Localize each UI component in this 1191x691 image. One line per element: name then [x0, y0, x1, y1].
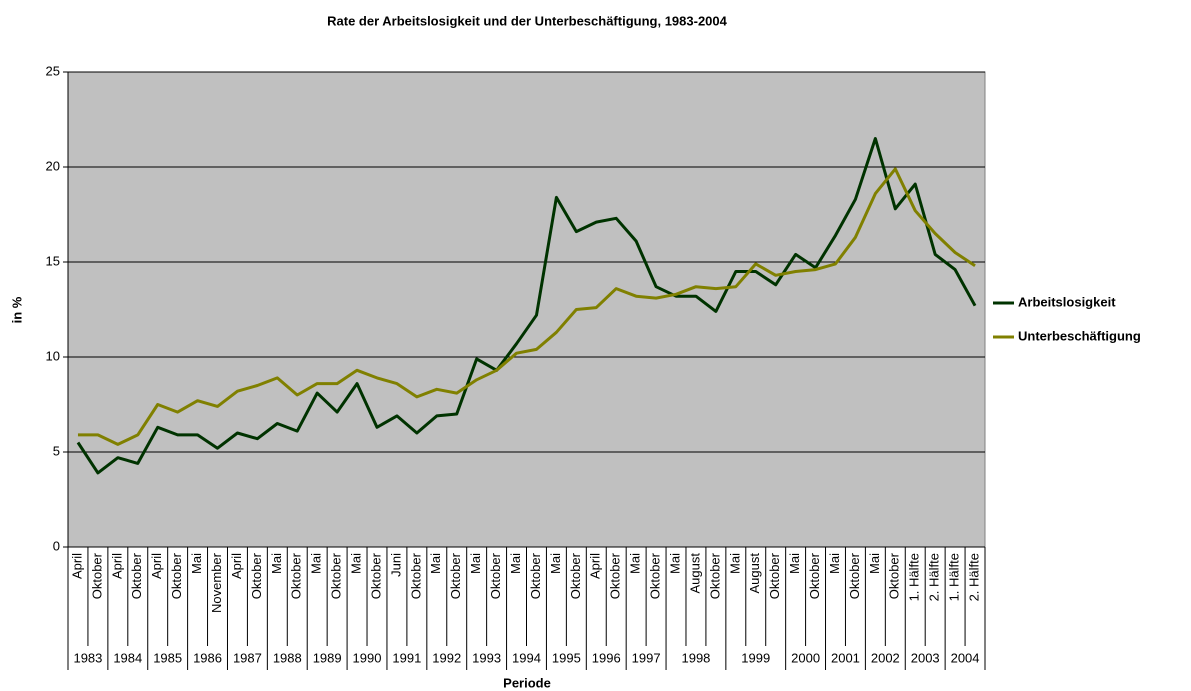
x-tick-label: August — [747, 553, 762, 594]
x-tick-label: Oktober — [887, 552, 902, 599]
x-tick-label: April — [69, 553, 84, 579]
y-tick-label: 20 — [46, 158, 60, 173]
x-tick-label: Oktober — [648, 552, 663, 599]
x-tick-label: Oktober — [528, 552, 543, 599]
x-tick-label: Mai — [628, 553, 643, 574]
y-tick-label: 0 — [53, 538, 60, 553]
x-group-label: 1987 — [233, 650, 262, 665]
x-group-label: 1993 — [472, 650, 501, 665]
x-tick-label: April — [229, 553, 244, 579]
y-tick-label: 10 — [46, 348, 60, 363]
x-group-label: 1988 — [273, 650, 302, 665]
x-tick-label: 1. Hälfte — [947, 553, 962, 601]
chart-title: Rate der Arbeitslosigkeit und der Unterb… — [327, 13, 728, 28]
x-tick-label: Oktober — [249, 552, 264, 599]
x-tick-label: November — [209, 552, 224, 613]
x-group-label: 1984 — [113, 650, 142, 665]
x-tick-label: Oktober — [767, 552, 782, 599]
x-group-label: 1989 — [313, 650, 342, 665]
x-group-label: 2003 — [911, 650, 940, 665]
x-tick-label: Mai — [309, 553, 324, 574]
x-tick-label: April — [149, 553, 164, 579]
x-tick-label: 1. Hälfte — [907, 553, 922, 601]
x-tick-label: April — [109, 553, 124, 579]
x-tick-label: Mai — [189, 553, 204, 574]
x-tick-label: Mai — [348, 553, 363, 574]
x-tick-label: Mai — [667, 553, 682, 574]
x-tick-label: Mai — [867, 553, 882, 574]
y-tick-label: 15 — [46, 253, 60, 268]
x-group-label: 2000 — [791, 650, 820, 665]
x-group-label: 1997 — [632, 650, 661, 665]
x-tick-label: Oktober — [707, 552, 722, 599]
x-group-label: 2002 — [871, 650, 900, 665]
x-tick-label: Mai — [508, 553, 523, 574]
x-tick-label: Juni — [388, 553, 403, 577]
x-tick-label: Oktober — [368, 552, 383, 599]
x-tick-label: Mai — [727, 553, 742, 574]
x-tick-label: Oktober — [289, 552, 304, 599]
x-tick-label: Oktober — [608, 552, 623, 599]
x-tick-label: Mai — [269, 553, 284, 574]
x-group-label: 1998 — [681, 650, 710, 665]
x-tick-label: Oktober — [408, 552, 423, 599]
series-line — [76, 137, 977, 475]
x-tick-label: Mai — [787, 553, 802, 574]
x-group-label: 1986 — [193, 650, 222, 665]
x-tick-label: Oktober — [488, 552, 503, 599]
x-tick-label: Oktober — [807, 552, 822, 599]
x-group-label: 1992 — [432, 650, 461, 665]
x-tick-label: Oktober — [448, 552, 463, 599]
x-tick-label: Oktober — [329, 552, 344, 599]
x-tick-label: Oktober — [847, 552, 862, 599]
y-axis-title: in % — [9, 296, 24, 323]
y-tick-label: 5 — [53, 443, 60, 458]
x-tick-label: Oktober — [89, 552, 104, 599]
legend-label: Unterbeschäftigung — [1018, 328, 1141, 343]
plot-area — [67, 71, 986, 548]
y-tick-label: 25 — [46, 63, 60, 78]
x-tick-label: Mai — [428, 553, 443, 574]
x-group-label: 1985 — [153, 650, 182, 665]
x-group-label: 1991 — [392, 650, 421, 665]
x-group-label: 2001 — [831, 650, 860, 665]
x-tick-label: 2. Hälfte — [927, 553, 942, 601]
x-tick-label: Oktober — [568, 552, 583, 599]
x-tick-label: August — [687, 553, 702, 594]
x-tick-label: Mai — [548, 553, 563, 574]
legend-label: Arbeitslosigkeit — [1018, 294, 1116, 309]
x-tick-label: Mai — [827, 553, 842, 574]
x-group-label: 1983 — [73, 650, 102, 665]
series-line — [77, 167, 976, 446]
x-group-label: 1999 — [741, 650, 770, 665]
x-group-label: 1995 — [552, 650, 581, 665]
x-tick-label: 2. Hälfte — [966, 553, 981, 601]
x-group-label: 1990 — [353, 650, 382, 665]
x-axis-title: Periode — [503, 675, 551, 690]
x-tick-label: Mai — [468, 553, 483, 574]
x-group-label: 2004 — [951, 650, 980, 665]
x-group-label: 1996 — [592, 650, 621, 665]
x-group-label: 1994 — [512, 650, 541, 665]
x-tick-label: Oktober — [129, 552, 144, 599]
x-tick-label: April — [588, 553, 603, 579]
x-tick-label: Oktober — [169, 552, 184, 599]
